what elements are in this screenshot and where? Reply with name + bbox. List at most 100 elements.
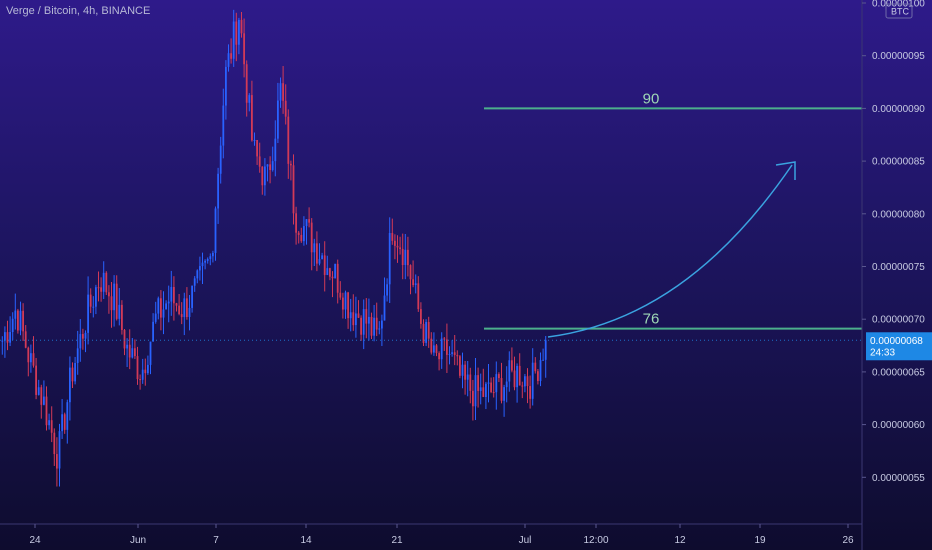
candle-body — [352, 312, 355, 326]
candle-body — [266, 164, 269, 167]
time-axis: 24 Jun 7 14 21 Jul 12:00 12 19 26 — [0, 523, 862, 546]
candle-body — [204, 260, 206, 263]
candle-body — [349, 312, 352, 319]
time-tick-label: 24 — [29, 535, 41, 546]
candle-body — [95, 287, 97, 307]
candle-body — [162, 309, 165, 318]
candle-body — [521, 385, 524, 387]
price-tick-label: 0.00000090 — [872, 104, 925, 115]
candle-body — [141, 369, 144, 380]
candle-body — [388, 233, 391, 285]
candle-body — [24, 331, 27, 348]
time-tick-label: Jun — [130, 535, 146, 546]
candle-body — [48, 420, 50, 426]
candle-body — [412, 279, 414, 286]
candle-body — [339, 292, 342, 298]
candle-body — [63, 414, 66, 430]
candle-body — [438, 353, 440, 360]
price-tick-label: 0.00000080 — [872, 209, 925, 220]
level-label-90: 90 — [643, 90, 660, 107]
candle-body — [199, 266, 201, 271]
candle-body — [326, 268, 329, 275]
candle-body — [305, 219, 308, 227]
candle-body — [71, 367, 74, 382]
time-tick-label: 12:00 — [583, 535, 608, 546]
price-tick-label: 0.00000060 — [872, 420, 925, 431]
candle-body — [102, 272, 105, 292]
candle-body — [443, 338, 446, 340]
level-label-76: 76 — [643, 311, 660, 328]
candle-body — [43, 396, 45, 405]
candle-body — [105, 272, 108, 293]
candle-body — [498, 374, 500, 379]
candle-body — [45, 396, 48, 426]
candle-body — [526, 376, 529, 387]
candle-body — [469, 374, 472, 391]
candle-body — [355, 313, 357, 326]
candle-body — [11, 318, 14, 333]
candle-body — [323, 255, 326, 275]
candle-body — [531, 362, 534, 399]
candle-body — [19, 310, 22, 331]
candle-body — [487, 382, 490, 384]
candle-body — [329, 268, 331, 277]
candle-body — [147, 364, 149, 374]
candle-body — [175, 303, 178, 306]
candle-body — [248, 95, 251, 103]
candle-body — [165, 303, 167, 310]
candle-body — [378, 328, 381, 330]
candle-body — [225, 66, 227, 106]
candle-body — [76, 348, 79, 364]
candle-body — [308, 219, 310, 223]
candle-body — [222, 105, 225, 146]
candle-body — [134, 348, 136, 357]
current-price-label: 0.00000068 — [870, 336, 923, 347]
candle-body — [370, 316, 373, 336]
candle-body — [414, 283, 417, 286]
candle-body — [139, 379, 141, 381]
candle-body — [157, 298, 160, 314]
candle-body — [110, 296, 113, 311]
candle-body — [186, 298, 188, 317]
candle-body — [87, 294, 89, 333]
projection-arrowhead — [775, 161, 796, 180]
candle-body — [534, 362, 537, 372]
candle-body — [503, 387, 505, 401]
candle-body — [375, 317, 378, 330]
candle-body — [474, 375, 477, 407]
candle-body — [310, 222, 313, 253]
candle-body — [113, 283, 115, 311]
candle-body — [53, 432, 56, 455]
candle-body — [251, 95, 253, 141]
candle-body — [477, 375, 479, 391]
candle-body — [136, 356, 139, 380]
candle-body — [344, 292, 347, 310]
candle-body — [300, 234, 303, 242]
candle-body — [152, 321, 154, 342]
candle-body — [529, 386, 531, 399]
price-tick-label: 0.00000100 — [872, 0, 925, 10]
candle-body — [238, 19, 240, 45]
candle-body — [383, 295, 386, 321]
candle-body — [4, 332, 6, 341]
candle-body — [401, 248, 404, 265]
time-tick-label: 14 — [300, 535, 312, 546]
candle-body — [121, 304, 123, 330]
candle-body — [357, 313, 360, 318]
candle-body — [511, 360, 513, 371]
candle-body — [180, 314, 183, 318]
candle-body — [35, 365, 37, 395]
candle-body — [446, 339, 448, 355]
candle-body — [40, 387, 43, 405]
candle-body — [32, 353, 35, 366]
candle-body — [453, 352, 456, 356]
candle-body — [201, 262, 204, 267]
candle-body — [212, 252, 214, 257]
candle-body — [524, 376, 526, 387]
candle-body — [118, 304, 121, 319]
candle-body — [100, 287, 102, 292]
candle-body — [435, 345, 438, 354]
candle-body — [193, 278, 196, 286]
